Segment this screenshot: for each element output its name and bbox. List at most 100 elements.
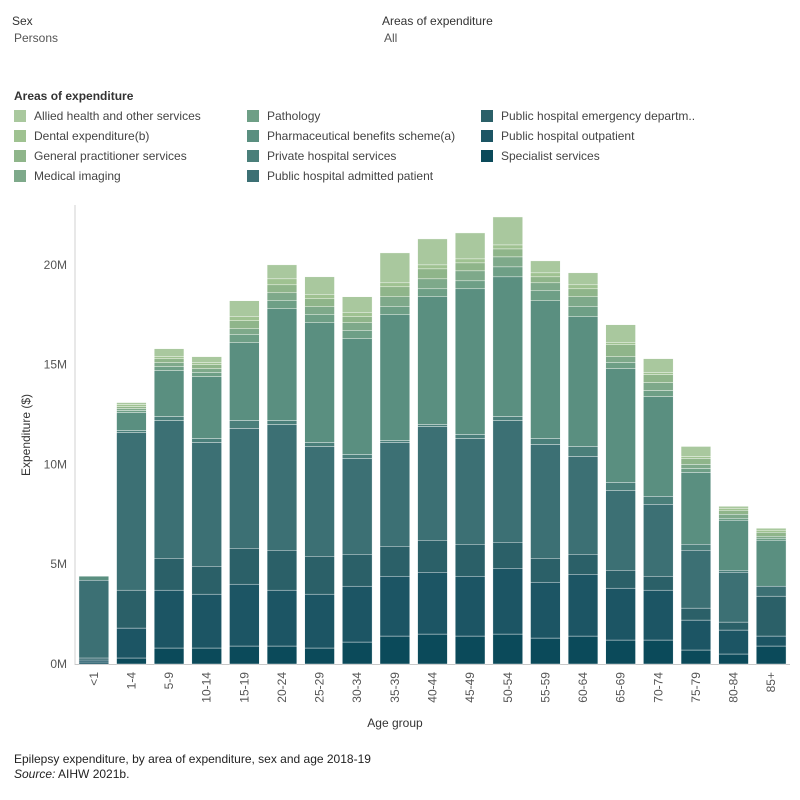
- legend-item-dental[interactable]: Dental expenditure(b): [14, 126, 201, 146]
- bar-segment[interactable]: [643, 496, 674, 505]
- bar-segment[interactable]: [643, 358, 674, 373]
- bar-segment[interactable]: [379, 440, 410, 443]
- bar-segment[interactable]: [455, 544, 486, 577]
- bar-segment[interactable]: [492, 216, 523, 246]
- bar-segment[interactable]: [605, 482, 636, 491]
- bar-segment[interactable]: [605, 344, 636, 357]
- bar-segment[interactable]: [455, 288, 486, 435]
- bar-segment[interactable]: [266, 550, 298, 591]
- bar-segment[interactable]: [718, 514, 749, 519]
- bar-segment[interactable]: [304, 322, 335, 443]
- bar-segment[interactable]: [342, 312, 373, 317]
- bar-segment[interactable]: [342, 296, 373, 313]
- bar-segment[interactable]: [455, 258, 486, 264]
- bar-segment[interactable]: [718, 518, 749, 521]
- bar-segment[interactable]: [304, 556, 335, 595]
- bar-segment[interactable]: [455, 438, 486, 545]
- bar-segment[interactable]: [78, 661, 109, 665]
- bar-segment[interactable]: [680, 607, 711, 621]
- bar-segment[interactable]: [417, 278, 448, 290]
- bar-segment[interactable]: [266, 264, 298, 280]
- bar-segment[interactable]: [304, 298, 335, 307]
- bar-segment[interactable]: [605, 324, 636, 343]
- legend-item-pathology[interactable]: Pathology: [247, 106, 455, 126]
- bar-segment[interactable]: [154, 356, 185, 359]
- bar-segment[interactable]: [304, 314, 335, 323]
- bar-segment[interactable]: [567, 554, 599, 575]
- bar-segment[interactable]: [455, 270, 486, 282]
- bar-segment[interactable]: [229, 420, 260, 429]
- bar-segment[interactable]: [266, 292, 298, 301]
- bar-segment[interactable]: [116, 408, 147, 411]
- bar-segment[interactable]: [756, 538, 787, 541]
- bar-segment[interactable]: [342, 330, 373, 339]
- bar-segment[interactable]: [680, 468, 711, 473]
- bar-segment[interactable]: [680, 544, 711, 551]
- bar-segment[interactable]: [266, 300, 298, 309]
- bar-segment[interactable]: [643, 589, 674, 641]
- bar-segment[interactable]: [680, 446, 711, 457]
- bar-segment[interactable]: [116, 410, 147, 413]
- legend-item-public-emergency[interactable]: Public hospital emergency departm..: [481, 106, 695, 126]
- bar-segment[interactable]: [154, 589, 185, 649]
- bar-segment[interactable]: [116, 657, 147, 665]
- bar-segment[interactable]: [567, 574, 599, 637]
- bar-segment[interactable]: [455, 262, 486, 272]
- bar-segment[interactable]: [229, 316, 260, 321]
- bar-segment[interactable]: [229, 328, 260, 335]
- bar-segment[interactable]: [417, 268, 448, 280]
- bar-segment[interactable]: [492, 256, 523, 268]
- legend-item-allied-health[interactable]: Allied health and other services: [14, 106, 201, 126]
- bar-segment[interactable]: [191, 376, 222, 439]
- legend-item-private-hospital[interactable]: Private hospital services: [247, 146, 455, 166]
- bar-segment[interactable]: [379, 575, 410, 637]
- bar-segment[interactable]: [342, 554, 373, 587]
- bar-segment[interactable]: [304, 442, 335, 447]
- bar-segment[interactable]: [680, 649, 711, 665]
- bar-segment[interactable]: [154, 370, 185, 417]
- areas-filter-value[interactable]: All: [384, 31, 398, 45]
- bar-segment[interactable]: [78, 659, 109, 663]
- bar-segment[interactable]: [530, 581, 561, 639]
- bar-segment[interactable]: [680, 464, 711, 469]
- bar-segment[interactable]: [266, 284, 298, 294]
- bar-segment[interactable]: [680, 619, 711, 651]
- bar-segment[interactable]: [304, 306, 335, 315]
- bar-segment[interactable]: [567, 635, 599, 665]
- legend-item-medical-imaging[interactable]: Medical imaging: [14, 166, 201, 186]
- bar-segment[interactable]: [643, 382, 674, 391]
- bar-segment[interactable]: [756, 536, 787, 539]
- bar-segment[interactable]: [191, 593, 222, 649]
- bar-segment[interactable]: [229, 548, 260, 585]
- bar-segment[interactable]: [229, 320, 260, 329]
- bar-segment[interactable]: [78, 575, 109, 581]
- bar-segment[interactable]: [718, 506, 749, 509]
- bar-segment[interactable]: [116, 412, 147, 431]
- bar-segment[interactable]: [342, 454, 373, 459]
- bar-segment[interactable]: [191, 364, 222, 369]
- bar-segment[interactable]: [417, 238, 448, 266]
- bar-segment[interactable]: [455, 232, 486, 260]
- bar-segment[interactable]: [78, 657, 109, 661]
- bar-segment[interactable]: [756, 528, 787, 531]
- bar-segment[interactable]: [154, 416, 185, 421]
- bar-segment[interactable]: [379, 306, 410, 315]
- bar-segment[interactable]: [154, 358, 185, 363]
- bar-segment[interactable]: [643, 396, 674, 497]
- bar-segment[interactable]: [116, 627, 147, 659]
- legend-item-public-outpatient[interactable]: Public hospital outpatient: [481, 126, 695, 146]
- legend-item-general-practitioner[interactable]: General practitioner services: [14, 146, 201, 166]
- bar-segment[interactable]: [417, 296, 448, 425]
- bar-segment[interactable]: [718, 508, 749, 511]
- bar-segment[interactable]: [605, 587, 636, 641]
- bar-segment[interactable]: [266, 278, 298, 286]
- bar-segment[interactable]: [342, 338, 373, 455]
- bar-segment[interactable]: [116, 432, 147, 591]
- legend-item-public-admitted[interactable]: Public hospital admitted patient: [247, 166, 455, 186]
- bar-segment[interactable]: [530, 260, 561, 274]
- legend-item-pbs[interactable]: Pharmaceutical benefits scheme(a): [247, 126, 455, 146]
- bar-segment[interactable]: [605, 570, 636, 589]
- bar-segment[interactable]: [492, 416, 523, 421]
- bar-segment[interactable]: [304, 446, 335, 557]
- bar-segment[interactable]: [718, 520, 749, 571]
